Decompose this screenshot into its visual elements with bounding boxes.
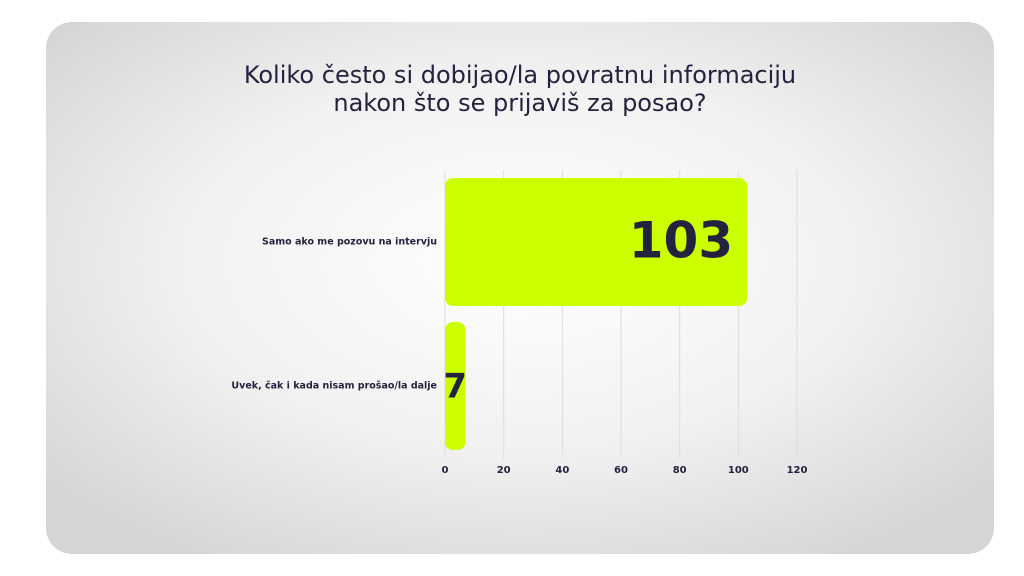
- x-tick-label: 40: [555, 465, 569, 476]
- chart-title: Koliko često si dobijao/la povratnu info…: [244, 61, 796, 89]
- x-tick-label: 0: [442, 465, 449, 476]
- x-tick-label: 60: [614, 465, 628, 476]
- bar: [445, 178, 748, 306]
- y-tick-label: Uvek, čak i kada nisam prošao/la dalje: [231, 381, 437, 392]
- chart-title: nakon što se prijaviš za posao?: [333, 89, 706, 117]
- x-tick-label: 80: [673, 465, 687, 476]
- value-label: 7: [443, 367, 467, 407]
- bar: [445, 322, 466, 450]
- value-label: 103: [629, 212, 733, 270]
- x-tick-label: 120: [787, 465, 808, 476]
- y-tick-label: Samo ako me pozovu na intervju: [262, 237, 437, 248]
- x-tick-label: 100: [728, 465, 749, 476]
- x-tick-label: 20: [497, 465, 511, 476]
